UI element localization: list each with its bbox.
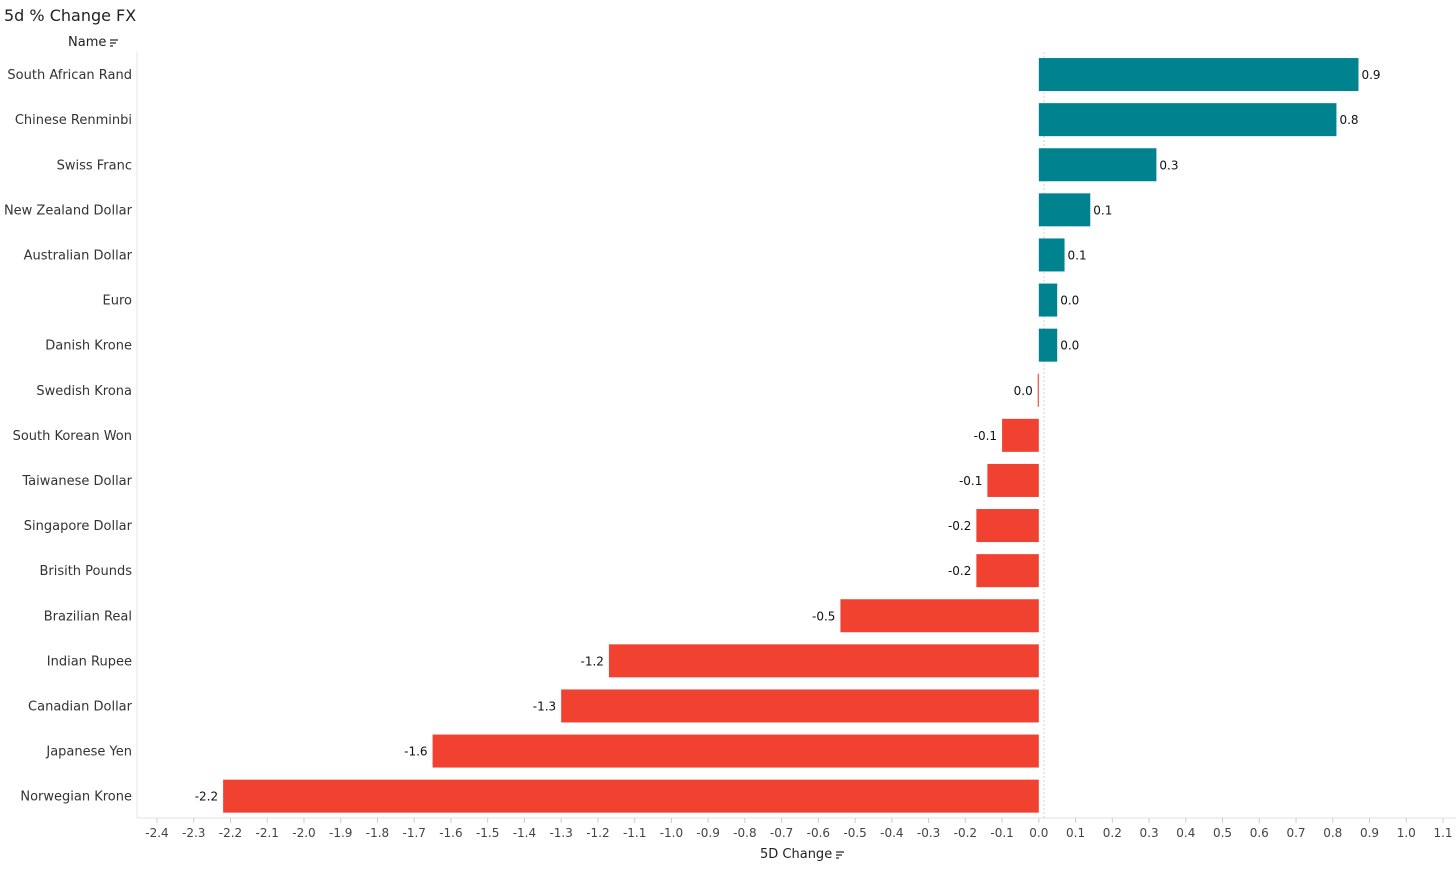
x-tick-label: 0.4 [1176,826,1195,840]
bar[interactable] [976,509,1039,543]
category-label: New Zealand Dollar [4,203,133,218]
category-label: Canadian Dollar [28,699,133,714]
x-tick-label: -1.7 [402,826,425,840]
x-tick-label: -0.9 [696,826,719,840]
x-tick-label: -1.9 [329,826,352,840]
category-labels: South African Rand Chinese Renminbi Swiss … [4,68,133,805]
x-tick-label: 0.1 [1066,826,1085,840]
value-labels: 0.9 0.8 0.3 0.1 0.1 0.0 0.0 0.0 -0.1 -0.1 -0.2 -0.2… [195,68,1381,804]
bar[interactable] [561,689,1039,723]
bar[interactable] [608,644,1039,678]
bar[interactable] [1038,103,1337,137]
x-tick-label: 0.6 [1250,826,1269,840]
x-tick-label: -2.4 [145,826,168,840]
x-axis-ticks: -2.4 -2.3 -2.2 -2.1 -2.0 -1.9 -1.8 -1.7 -1.6 -1.5… [145,818,1453,840]
category-label: Norwegian Krone [20,790,132,805]
x-tick-label: -1.3 [549,826,572,840]
x-tick-label: -0.7 [770,826,793,840]
category-label: Danish Krone [45,339,132,354]
x-tick-label: -2.2 [219,826,242,840]
value-label: -1.2 [581,654,604,668]
x-tick-label: 0.3 [1140,826,1159,840]
category-label: South African Rand [7,68,132,83]
category-label: Swedish Krona [36,384,132,399]
value-label: -2.2 [195,790,218,804]
category-label: Taiwanese Dollar [21,474,132,489]
bar[interactable] [1037,373,1039,407]
x-tick-label: -1.4 [513,826,536,840]
category-label: Singapore Dollar [24,519,133,534]
bar[interactable] [1038,148,1157,182]
x-tick-label: 1.1 [1433,826,1452,840]
bars [223,58,1359,813]
value-label: -1.3 [533,699,556,713]
chart-title: 5d % Change FX [4,6,137,25]
category-label: Swiss Franc [57,158,132,173]
x-tick-label: -0.1 [990,826,1013,840]
bar[interactable] [976,554,1039,588]
value-label: -0.2 [948,519,971,533]
bar[interactable] [1038,238,1065,272]
x-tick-label: -0.8 [733,826,756,840]
sort-icon[interactable] [109,38,119,48]
bar[interactable] [1038,58,1359,92]
x-tick-label: 0.8 [1323,826,1342,840]
x-tick-label: 0.5 [1213,826,1232,840]
x-axis-header[interactable]: 5D Change [760,847,845,862]
x-tick-label: 1.0 [1397,826,1416,840]
value-label: 0.1 [1093,203,1112,217]
category-label: Brazilian Real [44,609,132,624]
sort-icon[interactable] [835,850,845,860]
category-label: South Korean Won [13,429,132,444]
x-tick-label: -1.5 [476,826,499,840]
value-label: -0.2 [948,564,971,578]
x-tick-label: -1.0 [660,826,683,840]
value-label: 0.8 [1339,113,1358,127]
bar[interactable] [1038,283,1058,317]
category-label: Australian Dollar [24,248,133,263]
value-label: 0.0 [1014,384,1033,398]
x-tick-label: -1.1 [623,826,646,840]
bar[interactable] [1002,418,1039,452]
bar[interactable] [223,779,1039,813]
bar[interactable] [987,463,1039,497]
category-label: Indian Rupee [47,654,132,669]
value-label: 0.1 [1068,248,1087,262]
value-label: 0.0 [1060,339,1079,353]
x-tick-label: 0.2 [1103,826,1122,840]
bar[interactable] [1038,328,1058,362]
x-tick-label: -1.8 [366,826,389,840]
x-tick-label: 0.9 [1360,826,1379,840]
value-label: -0.5 [812,609,835,623]
x-tick-label: -2.3 [182,826,205,840]
category-label: Euro [103,294,133,309]
value-label: -0.1 [959,474,982,488]
value-label: 0.3 [1159,158,1178,172]
x-tick-label: -1.6 [439,826,462,840]
x-tick-label: -1.2 [586,826,609,840]
category-label: Chinese Renminbi [15,113,132,128]
value-label: -1.6 [404,745,427,759]
x-tick-label: -0.3 [917,826,940,840]
x-tick-label: -0.4 [880,826,903,840]
x-tick-label: -2.0 [292,826,315,840]
value-label: 0.9 [1361,68,1380,82]
row-header[interactable]: Name [68,35,119,50]
bar[interactable] [1038,193,1091,227]
x-tick-label: 0.7 [1286,826,1305,840]
category-label: Brisith Pounds [39,564,132,579]
value-label: 0.0 [1060,294,1079,308]
x-tick-label: -0.5 [843,826,866,840]
x-axis-title-label: 5D Change [760,847,833,862]
bar[interactable] [840,599,1039,633]
x-tick-label: 0.0 [1029,826,1048,840]
x-tick-label: -2.1 [256,826,279,840]
x-tick-label: -0.6 [807,826,830,840]
category-label: Japanese Yen [45,745,132,760]
bar[interactable] [432,734,1039,768]
value-label: -0.1 [974,429,997,443]
row-header-label: Name [68,35,107,50]
x-tick-label: -0.2 [954,826,977,840]
